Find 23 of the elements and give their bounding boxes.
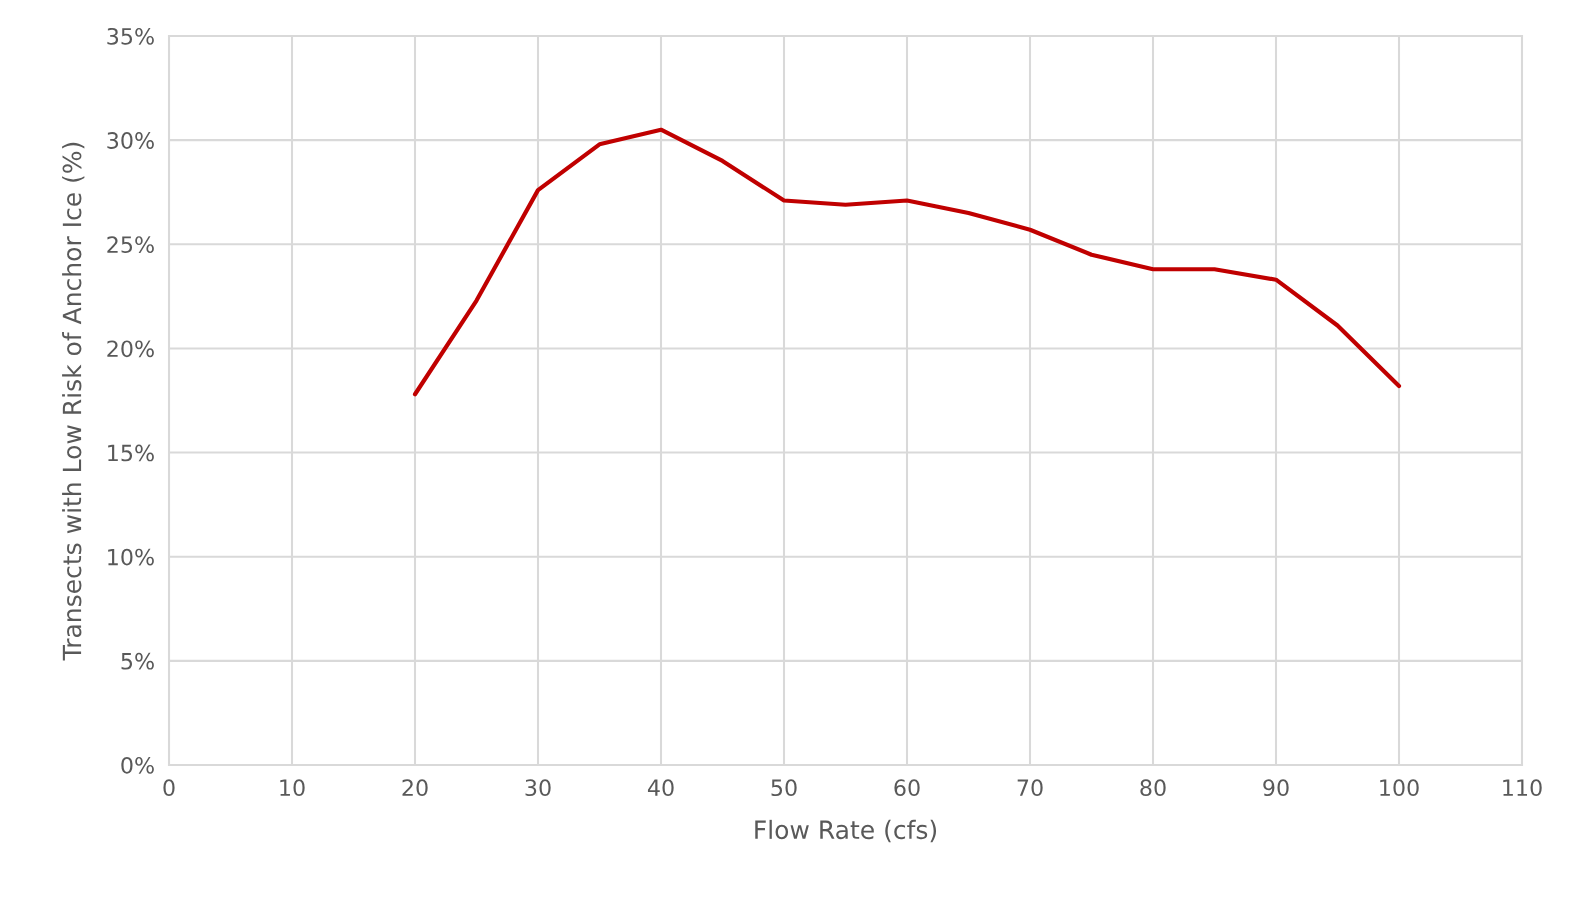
- y-tick-label: 0%: [121, 756, 154, 774]
- y-tick-label: 35%: [107, 27, 154, 45]
- x-tick-label: 90: [1263, 779, 1289, 797]
- x-axis-title: Flow Rate (cfs): [755, 819, 937, 843]
- x-tick-label: 80: [1140, 779, 1166, 797]
- x-tick-label: 100: [1380, 779, 1419, 797]
- line-series: [412, 127, 1402, 397]
- y-tick-label: 10%: [108, 548, 154, 566]
- x-tick-label: 30: [525, 779, 551, 797]
- x-tick-label: 110: [1503, 779, 1542, 797]
- x-tick-label: 0: [163, 779, 175, 797]
- y-axis-title: Transects with Low Risk of Anchor Ice (%): [62, 142, 85, 661]
- y-tick-label: 5%: [121, 652, 154, 670]
- y-tick-label: 25%: [107, 236, 154, 254]
- x-tick-label: 10: [280, 779, 305, 797]
- x-tick-label: 50: [771, 779, 797, 797]
- y-tick-label: 30%: [107, 132, 154, 149]
- x-tick-label: 60: [894, 779, 920, 797]
- y-tick-label: 20%: [107, 340, 154, 358]
- y-tick-label: 15%: [108, 444, 154, 462]
- x-tick-label: 40: [647, 779, 674, 797]
- x-tick-label: 70: [1017, 779, 1043, 797]
- x-tick-label: 20: [402, 779, 428, 797]
